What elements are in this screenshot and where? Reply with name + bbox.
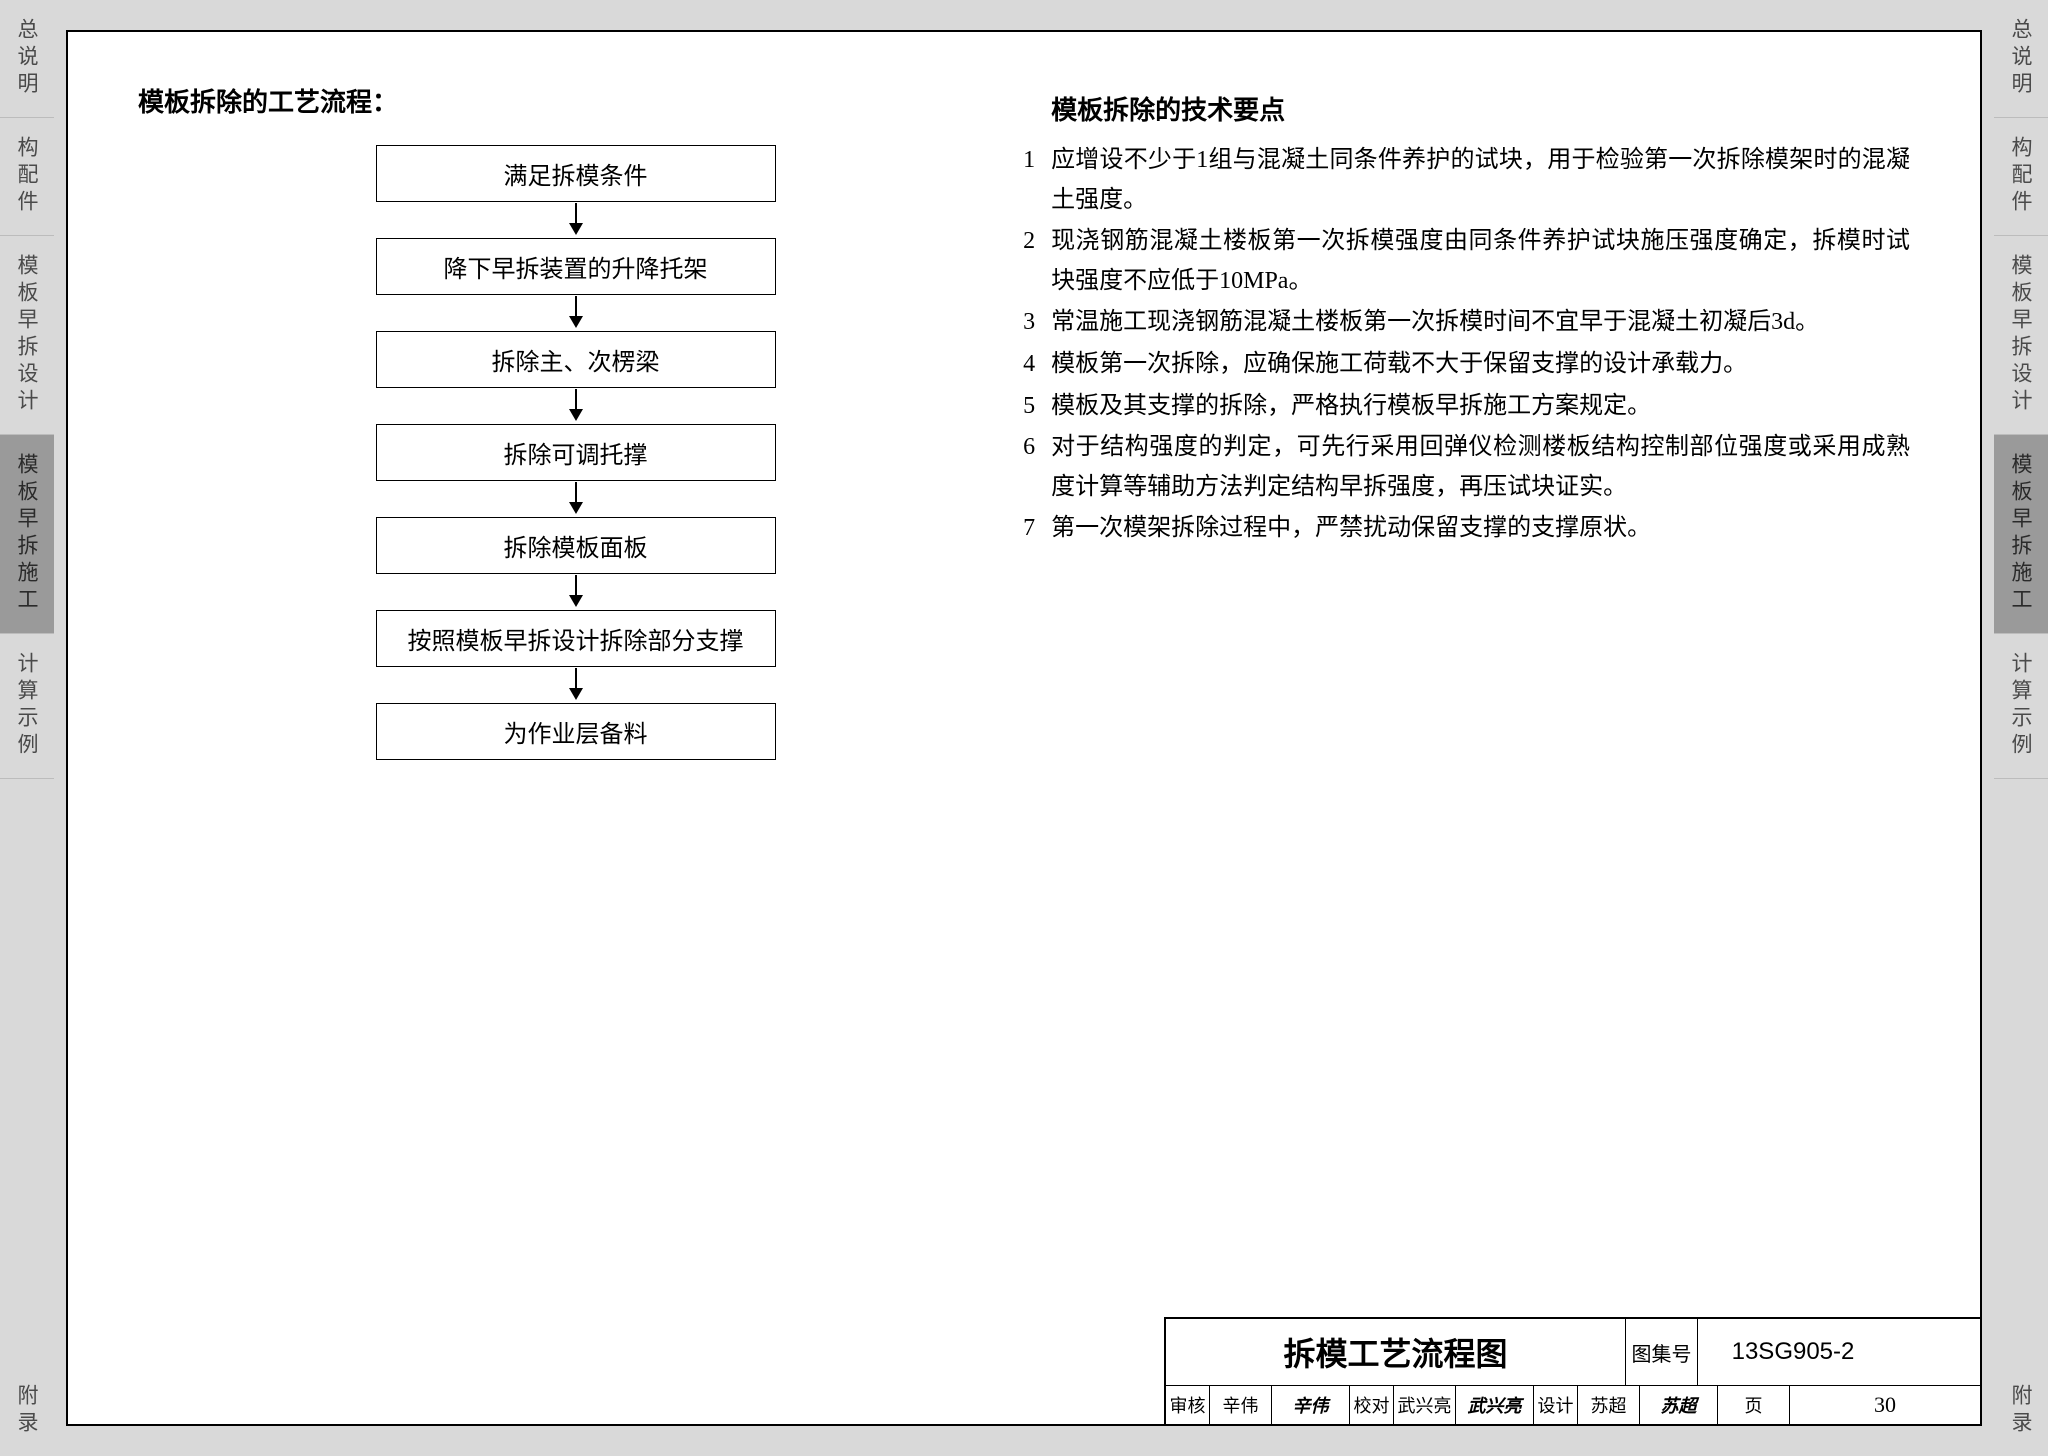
point-2: 2现浇钢筋混凝土楼板第一次拆模强度由同条件养护试块施压强度确定，拆模时试块强度不…: [1023, 222, 1910, 301]
tab-calc-example-r[interactable]: 计算示例: [1994, 634, 2048, 779]
tech-points-list: 1应增设不少于1组与混凝土同条件养护的试块，用于检验第一次拆除模架时的混凝土强度…: [1023, 141, 1910, 549]
review-label: 审核: [1166, 1386, 1210, 1424]
tech-points-title: 模板拆除的技术要点: [1023, 90, 1910, 127]
point-1: 1应增设不少于1组与混凝土同条件养护的试块，用于检验第一次拆除模架时的混凝土强度…: [1023, 141, 1910, 220]
checker-name: 武兴亮: [1394, 1386, 1456, 1424]
point-6: 6对于结构强度的判定，可先行采用回弹仪检测楼板结构控制部位强度或采用成熟度计算等…: [1023, 428, 1910, 507]
title-block-top-row: 拆模工艺流程图 图集号 13SG905-2: [1166, 1319, 1980, 1386]
tab-early-construction[interactable]: 模板早拆施工: [0, 435, 54, 634]
flow-step-6: 按照模板早拆设计拆除部分支撑: [376, 610, 776, 667]
tab-overview[interactable]: 总说明: [0, 0, 54, 118]
content: 模板拆除的工艺流程： 满足拆模条件 降下早拆装置的升降托架 拆除主、次楞梁 拆除…: [138, 82, 1910, 1304]
flow-step-5: 拆除模板面板: [376, 517, 776, 574]
title-block: 拆模工艺流程图 图集号 13SG905-2 审核 辛伟 辛伟 校对 武兴亮 武兴…: [1164, 1317, 1980, 1424]
set-number-label: 图集号: [1626, 1319, 1698, 1385]
drawing-sheet: 模板拆除的工艺流程： 满足拆模条件 降下早拆装置的升降托架 拆除主、次楞梁 拆除…: [66, 30, 1982, 1426]
drawing-title: 拆模工艺流程图: [1166, 1319, 1626, 1385]
tab-overview-r[interactable]: 总说明: [1994, 0, 2048, 118]
point-3: 3常温施工现浇钢筋混凝土楼板第一次拆模时间不宜早于混凝土初凝后3d。: [1023, 303, 1910, 343]
tab-appendix-r[interactable]: 附录: [1994, 1366, 2048, 1456]
flow-step-1: 满足拆模条件: [376, 145, 776, 202]
design-label: 设计: [1534, 1386, 1578, 1424]
sheet-wrap: 模板拆除的工艺流程： 满足拆模条件 降下早拆装置的升降托架 拆除主、次楞梁 拆除…: [54, 0, 1994, 1456]
tab-early-design-r[interactable]: 模板早拆设计: [1994, 236, 2048, 435]
check-label: 校对: [1350, 1386, 1394, 1424]
title-block-bottom-row: 审核 辛伟 辛伟 校对 武兴亮 武兴亮 设计 苏超 苏超 页 30: [1166, 1386, 1980, 1424]
tab-early-construction-r[interactable]: 模板早拆施工: [1994, 435, 2048, 634]
tab-early-design[interactable]: 模板早拆设计: [0, 236, 54, 435]
tab-calc-example[interactable]: 计算示例: [0, 634, 54, 779]
flow-step-4: 拆除可调托撑: [376, 424, 776, 481]
designer-name: 苏超: [1578, 1386, 1640, 1424]
right-column: 模板拆除的技术要点 1应增设不少于1组与混凝土同条件养护的试块，用于检验第一次拆…: [1023, 82, 1910, 1304]
flow-step-3: 拆除主、次楞梁: [376, 331, 776, 388]
tab-spacer: [0, 779, 54, 1366]
reviewer-signature: 辛伟: [1272, 1386, 1350, 1424]
tab-appendix[interactable]: 附录: [0, 1366, 54, 1456]
left-column: 模板拆除的工艺流程： 满足拆模条件 降下早拆装置的升降托架 拆除主、次楞梁 拆除…: [138, 82, 953, 1304]
flow-step-7: 为作业层备料: [376, 703, 776, 760]
flowchart: 满足拆模条件 降下早拆装置的升降托架 拆除主、次楞梁 拆除可调托撑 拆除模板面板…: [198, 145, 953, 760]
tab-spacer-r: [1994, 779, 2048, 1366]
tab-components-r[interactable]: 构配件: [1994, 118, 2048, 236]
point-7: 7第一次模架拆除过程中，严禁扰动保留支撑的支撑原状。: [1023, 509, 1910, 549]
reviewer-name: 辛伟: [1210, 1386, 1272, 1424]
page: 总说明 构配件 模板早拆设计 模板早拆施工 计算示例 附录 模板拆除的工艺流程：…: [0, 0, 2048, 1456]
page-label: 页: [1718, 1386, 1790, 1424]
flowchart-title: 模板拆除的工艺流程：: [138, 82, 953, 119]
side-tabs-left: 总说明 构配件 模板早拆设计 模板早拆施工 计算示例 附录: [0, 0, 54, 1456]
designer-signature: 苏超: [1640, 1386, 1718, 1424]
side-tabs-right: 总说明 构配件 模板早拆设计 模板早拆施工 计算示例 附录: [1994, 0, 2048, 1456]
document-number: 13SG905-2: [1698, 1319, 1888, 1385]
checker-signature: 武兴亮: [1456, 1386, 1534, 1424]
point-4: 4模板第一次拆除，应确保施工荷载不大于保留支撑的设计承载力。: [1023, 345, 1910, 385]
point-5: 5模板及其支撑的拆除，严格执行模板早拆施工方案规定。: [1023, 387, 1910, 427]
page-number: 30: [1790, 1386, 1980, 1424]
flow-step-2: 降下早拆装置的升降托架: [376, 238, 776, 295]
tab-components[interactable]: 构配件: [0, 118, 54, 236]
